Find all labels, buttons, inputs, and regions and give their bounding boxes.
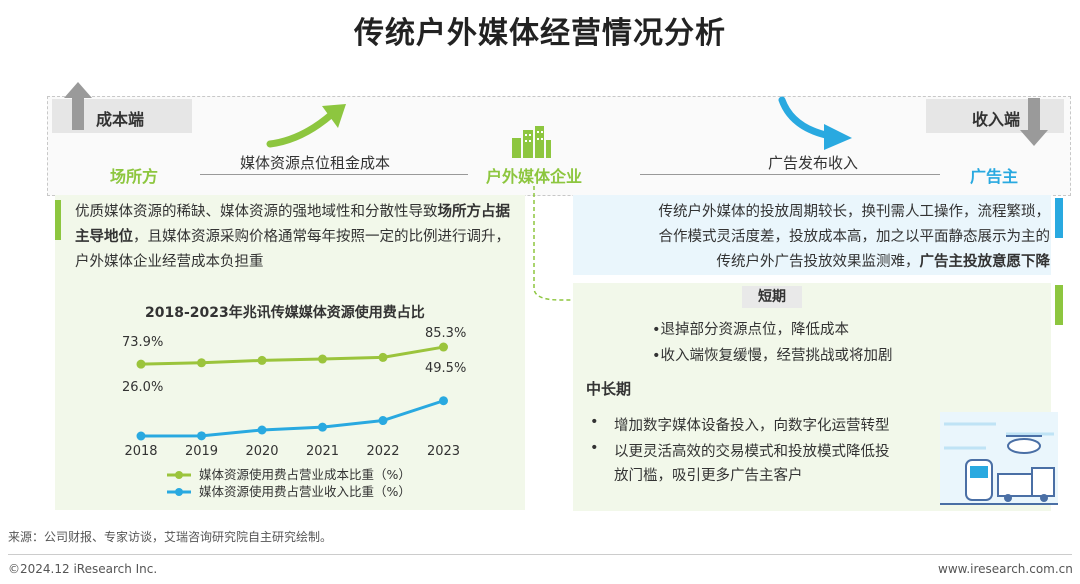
revenue-label: 收入端 [972,110,1021,129]
short-term-item-2: •收入端恢复缓慢，经营挑战或将加剧 [652,348,893,364]
arrow-up-icon [64,82,92,130]
legend-label-2: 媒体资源使用费占营业收入比重（%） [199,484,411,499]
legend-label-1: 媒体资源使用费占营业成本比重（%） [199,467,411,482]
long-term-bullet-1: • [590,414,599,430]
footer-source: 来源：公司财报、专家访谈，艾瑞咨询研究院自主研究绘制。 [8,530,333,544]
left-flow-line [200,174,468,175]
footer-copyright: ©2024.12 iResearch Inc. [8,562,158,576]
legend-marker-2 [175,488,183,496]
left-text-2: ，且媒体资源采购价格通常每年按照一定的比例进行调升，户外媒体企业经营成本负担重 [75,229,510,270]
cost-label: 成本端 [96,110,145,129]
x-tick-2020: 2020 [245,444,278,459]
series-1-point-2018 [136,359,146,369]
enterprise-label: 户外媒体企业 [486,167,583,186]
series-1-point-2022 [378,352,388,362]
series-2-point-2020 [257,425,267,435]
right-flow-text: 广告发布收入 [768,154,859,172]
x-tick-2023: 2023 [427,444,460,459]
left-paragraph: 优质媒体资源的稀缺、媒体资源的强地域性和分散性导致场所方占据主导地位，且媒体资源… [75,200,521,275]
left-text-1: 优质媒体资源的稀缺、媒体资源的强地域性和分散性导致 [75,204,438,220]
x-tick-2021: 2021 [306,444,339,459]
building-icon [512,126,551,158]
right-accent-bar-green [1055,285,1063,325]
long-term-label: 中长期 [586,380,632,398]
line-chart: 2018 2019 2020 2021 2022 2023 73.9% 85.3% 26.… [122,326,466,499]
left-accent-bar [55,200,61,240]
right-top-line1: 传统户外媒体的投放周期较长，换刊需人工操作，流程繁琐， [658,204,1051,220]
series-1-point-2023 [439,342,448,352]
arrow-down-icon [1020,98,1048,146]
page-title: 传统户外媒体经营情况分析 [354,16,726,51]
advertiser-label: 广告主 [970,167,1019,186]
venue-label: 场所方 [110,167,159,186]
right-top-line3: 传统户外广告投放效果监测难， [716,254,920,270]
long-term-item-1: 增加数字媒体设备投入，向数字化运营转型 [614,418,890,434]
short-term-tag: 短期 [742,286,802,308]
right-accent-bar-blue [1055,198,1063,238]
series-1-point-2021 [318,354,327,364]
right-flow-line [640,174,940,175]
x-tick-2019: 2019 [185,444,218,459]
series-1-point-2019 [197,358,206,368]
green-curve-arrow-icon [266,104,346,148]
series-2-point-2021 [318,422,327,432]
label-s1-start: 73.9% [122,335,163,350]
long-term-item-2b: 放门槛，吸引更多广告主客户 [614,468,803,484]
long-term-item-2a: 以更灵活高效的交易模式和投放模式降低投 [614,444,890,460]
series-2-point-2019 [197,431,206,441]
legend-marker-1 [175,471,183,479]
transport-illustration-icon [940,412,1058,505]
revenue-box [926,99,1064,133]
series-2-point-2022 [378,416,388,426]
right-top-paragraph: 传统户外媒体的投放周期较长，换刊需人工操作，流程繁琐， 合作模式灵活度差，投放成… [580,200,1051,275]
left-text-bold: 场所方占据主导地位 [75,204,510,245]
series-2-point-2018 [136,431,146,441]
x-tick-2022: 2022 [366,444,399,459]
right-top-line2: 合作模式灵活度差，投放成本高，加之以平面静态展示为主的 [658,229,1051,245]
series-line-1 [140,345,444,366]
label-s2-end: 49.5% [425,361,466,376]
x-tick-2018: 2018 [124,444,157,459]
series-line-2 [140,399,444,438]
short-term-item-1: •退掉部分资源点位，降低成本 [652,322,850,338]
footer-divider [8,554,1072,555]
series-2-point-2023 [439,396,448,406]
long-term-bullet-2: • [590,440,599,456]
right-top-line3-bold: 广告主投放意愿下降 [919,254,1051,270]
footer-url: www.iresearch.com.cn [938,562,1073,576]
label-s2-start: 26.0% [122,380,163,395]
chart-title: 2018-2023年兆讯传媒媒体资源使用费占比 [145,305,425,321]
right-top-panel [573,195,1051,275]
flow-band [47,96,1071,196]
left-panel [55,195,525,510]
label-s1-end: 85.3% [425,326,466,341]
blue-curve-arrow-icon [778,96,852,150]
left-flow-text: 媒体资源点位租金成本 [240,154,391,172]
series-1-point-2020 [257,355,267,365]
